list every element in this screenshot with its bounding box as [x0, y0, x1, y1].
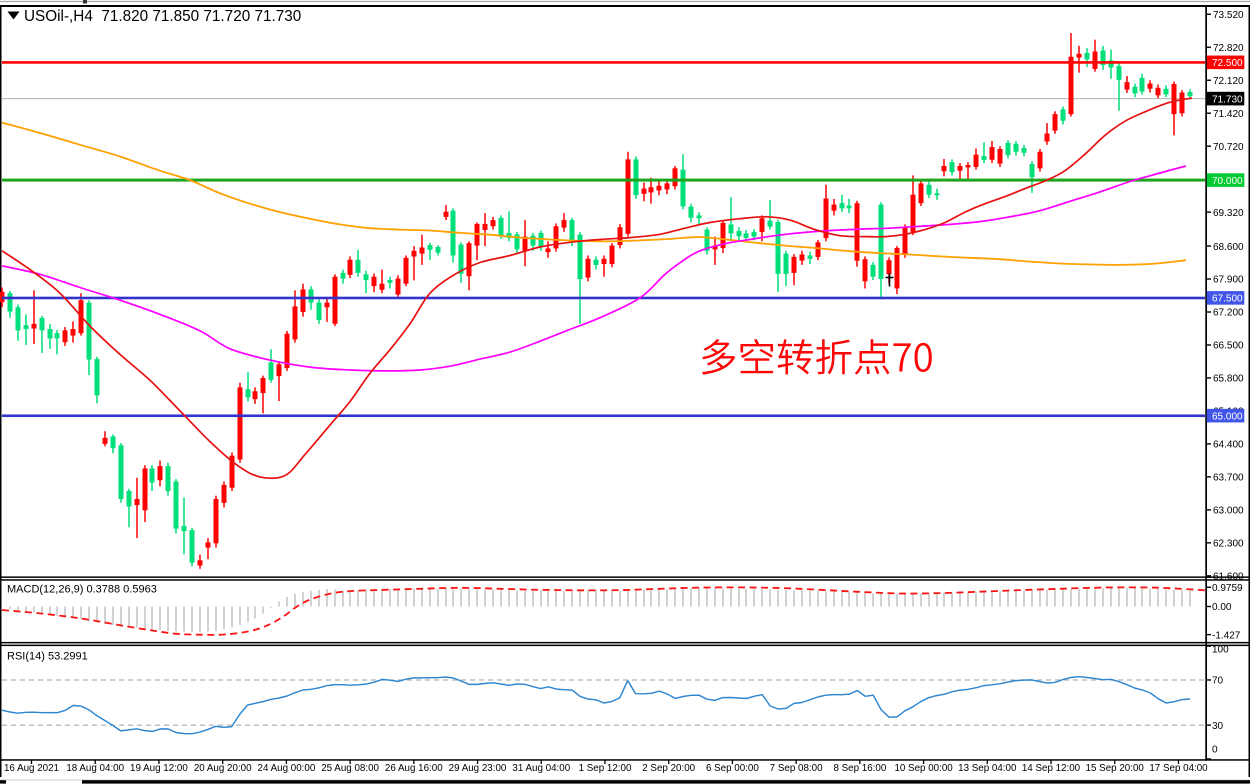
svg-text:18 Aug 04:00: 18 Aug 04:00 [66, 763, 124, 774]
svg-text:16 Aug 2021: 16 Aug 2021 [4, 763, 59, 774]
svg-text:61.600: 61.600 [1213, 572, 1244, 583]
svg-text:25 Aug 08:00: 25 Aug 08:00 [321, 763, 379, 774]
svg-text:67.900: 67.900 [1213, 275, 1244, 286]
svg-text:70: 70 [1212, 676, 1224, 687]
svg-text:72.120: 72.120 [1213, 76, 1244, 87]
svg-text:63.000: 63.000 [1213, 506, 1244, 517]
svg-text:65.000: 65.000 [1212, 411, 1243, 422]
svg-text:17 Sep 04:00: 17 Sep 04:00 [1149, 763, 1208, 774]
svg-text:63.700: 63.700 [1213, 473, 1244, 484]
svg-text:62.300: 62.300 [1213, 539, 1244, 550]
svg-text:0.9759: 0.9759 [1212, 583, 1243, 594]
svg-text:0: 0 [1212, 745, 1218, 756]
svg-text:0.00: 0.00 [1212, 602, 1232, 613]
svg-text:7 Sep 08:00: 7 Sep 08:00 [770, 763, 823, 774]
svg-text:20 Aug 20:00: 20 Aug 20:00 [194, 763, 252, 774]
svg-text:19 Aug 12:00: 19 Aug 12:00 [130, 763, 188, 774]
svg-text:29 Aug 23:00: 29 Aug 23:00 [449, 763, 507, 774]
svg-text:1 Sep 12:00: 1 Sep 12:00 [579, 763, 632, 774]
svg-text:67.200: 67.200 [1213, 308, 1244, 319]
svg-text:69.320: 69.320 [1213, 208, 1244, 219]
svg-text:71.730: 71.730 [1212, 94, 1243, 105]
svg-text:RSI(14) 53.2991: RSI(14) 53.2991 [7, 651, 88, 663]
svg-text:72.500: 72.500 [1212, 58, 1243, 69]
svg-text:68.600: 68.600 [1213, 242, 1244, 253]
svg-text:-1.427: -1.427 [1212, 630, 1241, 641]
svg-text:MACD(12,26,9) 0.3788 0.5963: MACD(12,26,9) 0.3788 0.5963 [7, 584, 157, 596]
svg-text:71.420: 71.420 [1213, 109, 1244, 120]
svg-text:73.520: 73.520 [1213, 10, 1244, 21]
svg-text:13 Sep 04:00: 13 Sep 04:00 [958, 763, 1017, 774]
svg-text:8 Sep 16:00: 8 Sep 16:00 [833, 763, 886, 774]
svg-text:30: 30 [1212, 721, 1224, 732]
svg-text:70.000: 70.000 [1212, 176, 1243, 187]
svg-text:67.500: 67.500 [1212, 294, 1243, 305]
svg-text:10 Sep 00:00: 10 Sep 00:00 [894, 763, 953, 774]
svg-text:64.400: 64.400 [1213, 440, 1244, 451]
svg-text:2 Sep 20:00: 2 Sep 20:00 [642, 763, 695, 774]
svg-text:66.500: 66.500 [1213, 341, 1244, 352]
svg-text:70.720: 70.720 [1213, 142, 1244, 153]
svg-text:26 Aug 16:00: 26 Aug 16:00 [385, 763, 443, 774]
svg-text:USOil-,H4 71.820 71.850 71.72: USOil-,H4 71.820 71.850 71.720 71.730 [24, 8, 301, 25]
svg-text:100: 100 [1212, 645, 1229, 656]
svg-text:72.820: 72.820 [1213, 43, 1244, 54]
svg-text:15 Sep 20:00: 15 Sep 20:00 [1086, 763, 1145, 774]
svg-text:65.800: 65.800 [1213, 374, 1244, 385]
svg-text:6 Sep 00:00: 6 Sep 00:00 [706, 763, 759, 774]
svg-text:24 Aug 00:00: 24 Aug 00:00 [258, 763, 316, 774]
svg-text:31 Aug 04:00: 31 Aug 04:00 [512, 763, 570, 774]
svg-text:14 Sep 12:00: 14 Sep 12:00 [1022, 763, 1081, 774]
